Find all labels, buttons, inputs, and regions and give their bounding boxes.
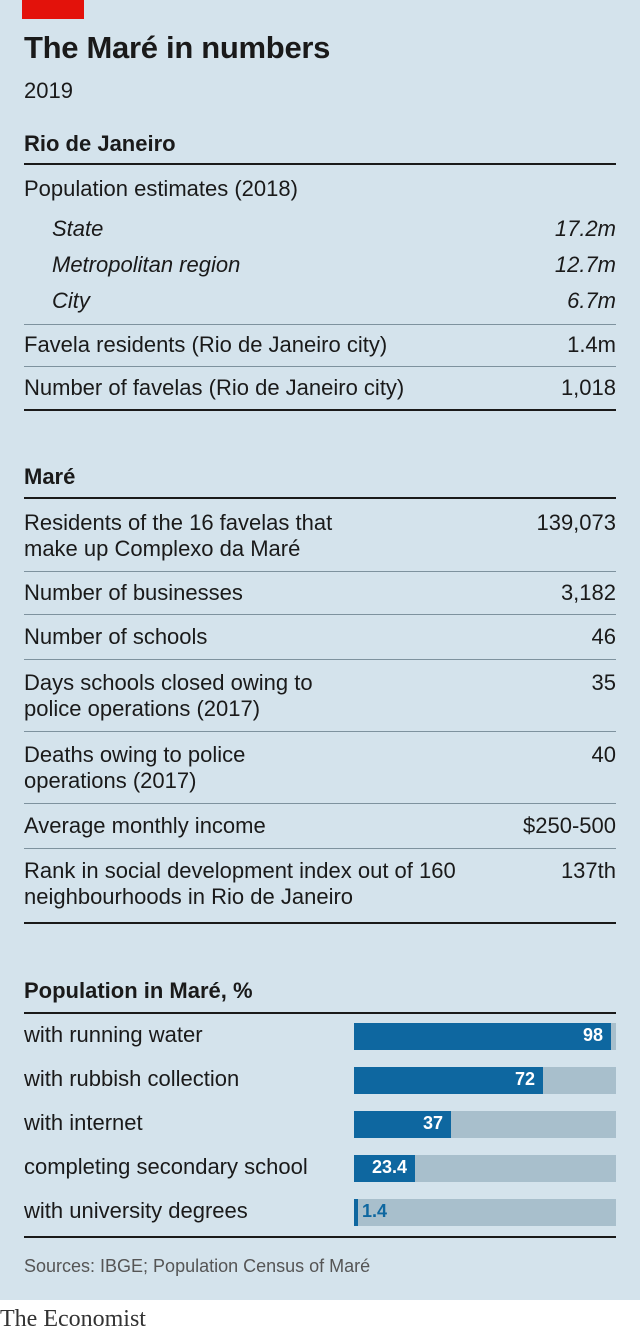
bar-track: 72 — [354, 1067, 616, 1094]
bar-row: with university degrees 1.4 — [24, 1196, 616, 1226]
row-label: Average monthly income — [24, 813, 266, 838]
bar-fill — [354, 1067, 543, 1094]
bar-value-label: 1.4 — [362, 1201, 388, 1221]
section-rule-mare — [24, 497, 616, 499]
row-label: Rank in social development index out of … — [24, 858, 456, 909]
row-label: Number of schools — [24, 624, 208, 649]
row-value: 1.4m — [567, 332, 616, 357]
row-value: 17.2m — [554, 216, 616, 241]
bar-category-label: with running water — [24, 1022, 203, 1047]
row-label: Metropolitan region — [52, 252, 241, 277]
row-divider — [24, 659, 616, 660]
chart-title: The Maré in numbers — [24, 30, 331, 65]
row-divider — [24, 731, 616, 732]
row-label: Days schools closed owing to police oper… — [24, 670, 313, 721]
section-end-rule — [24, 922, 616, 924]
row-value: 137th — [560, 858, 616, 883]
bar-track: 98 — [354, 1023, 616, 1050]
economist-logo: The Economist — [0, 1306, 146, 1332]
row-value: 35 — [591, 670, 616, 695]
bar-fill — [354, 1199, 358, 1226]
brand-red-tag — [22, 0, 84, 19]
section-heading-mare: Maré — [24, 464, 76, 489]
bar-chart-title: Population in Maré, % — [24, 978, 253, 1003]
chart-subtitle: 2019 — [24, 78, 73, 103]
bar-fill — [354, 1023, 611, 1050]
bar-value-label: 23.4 — [371, 1157, 407, 1177]
row-label: Deaths owing to police operations (2017) — [24, 742, 246, 793]
bar-row: with rubbish collection 72 — [24, 1064, 616, 1094]
row-label: City — [52, 288, 90, 313]
bar-category-label: with university degrees — [24, 1198, 248, 1223]
bar-track: 1.4 — [354, 1199, 616, 1226]
row-value: 3,182 — [560, 580, 616, 605]
row-value: 139,073 — [536, 510, 616, 535]
row-value: 1,018 — [560, 375, 616, 400]
section-rule-rio — [24, 163, 616, 165]
row-label: Number of businesses — [24, 580, 243, 605]
row-divider — [24, 614, 616, 615]
bar-value-label: 98 — [582, 1025, 603, 1045]
source-note: Sources: IBGE; Population Census of Maré — [24, 1256, 371, 1276]
row-divider — [24, 324, 616, 325]
row-value: 12.7m — [554, 252, 616, 277]
bar-value-label: 72 — [514, 1069, 535, 1089]
row-label: State — [52, 216, 104, 241]
bar-track: 23.4 — [354, 1155, 616, 1182]
bar-category-label: completing secondary school — [24, 1154, 308, 1179]
bar-row: with internet 37 — [24, 1108, 616, 1138]
row-value: 6.7m — [567, 288, 616, 313]
chart-end-rule — [24, 1236, 616, 1238]
bar-value-label: 37 — [422, 1113, 443, 1133]
row-divider — [24, 571, 616, 572]
bar-row: completing secondary school 23.4 — [24, 1152, 616, 1182]
population-heading: Population estimates (2018) — [24, 176, 298, 201]
section-end-rule — [24, 409, 616, 411]
row-divider — [24, 848, 616, 849]
row-value: 40 — [591, 742, 616, 767]
section-rule-chart — [24, 1012, 616, 1014]
bar-category-label: with rubbish collection — [24, 1066, 240, 1091]
row-value: 46 — [591, 624, 616, 649]
bar-row: with running water 98 — [24, 1020, 616, 1050]
bar-category-label: with internet — [24, 1110, 143, 1135]
row-divider — [24, 366, 616, 367]
row-value: $250-500 — [523, 813, 616, 838]
bar-track: 37 — [354, 1111, 616, 1138]
row-label: Favela residents (Rio de Janeiro city) — [24, 332, 388, 357]
row-label: Number of favelas (Rio de Janeiro city) — [24, 375, 405, 400]
row-divider — [24, 803, 616, 804]
section-heading-rio: Rio de Janeiro — [24, 131, 176, 156]
bar-fill — [354, 1155, 415, 1182]
row-label: Residents of the 16 favelas that make up… — [24, 510, 333, 561]
bar-fill — [354, 1111, 451, 1138]
